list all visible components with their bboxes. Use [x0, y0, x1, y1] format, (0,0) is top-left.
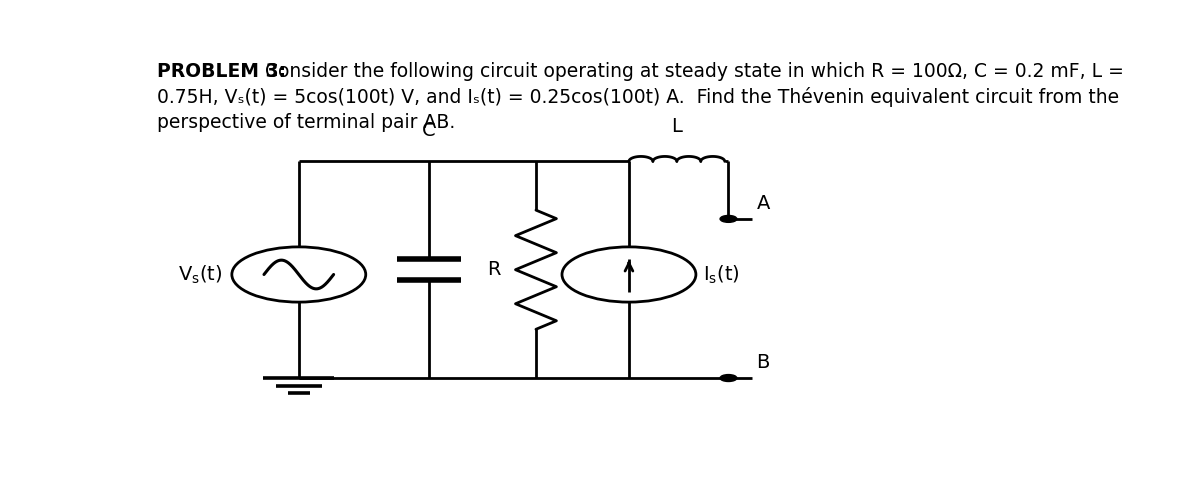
- Text: C: C: [422, 122, 436, 140]
- Text: V$_\mathsf{s}$(t): V$_\mathsf{s}$(t): [178, 263, 222, 286]
- Text: perspective of terminal pair AB.: perspective of terminal pair AB.: [157, 113, 456, 131]
- Text: L: L: [672, 118, 683, 136]
- Text: PROBLEM 3:: PROBLEM 3:: [157, 62, 287, 81]
- Circle shape: [720, 374, 737, 381]
- Text: Consider the following circuit operating at steady state in which R = 100Ω, C = : Consider the following circuit operating…: [259, 62, 1123, 81]
- Text: I$_\mathsf{s}$(t): I$_\mathsf{s}$(t): [703, 263, 740, 286]
- Text: A: A: [756, 194, 769, 213]
- Text: R: R: [487, 260, 500, 279]
- Text: 0.75H, Vₛ(t) = 5cos(100t) V, and Iₛ(t) = 0.25cos(100t) A.  Find the Thévenin equ: 0.75H, Vₛ(t) = 5cos(100t) V, and Iₛ(t) =…: [157, 87, 1120, 107]
- Text: B: B: [756, 353, 769, 373]
- Circle shape: [720, 216, 737, 222]
